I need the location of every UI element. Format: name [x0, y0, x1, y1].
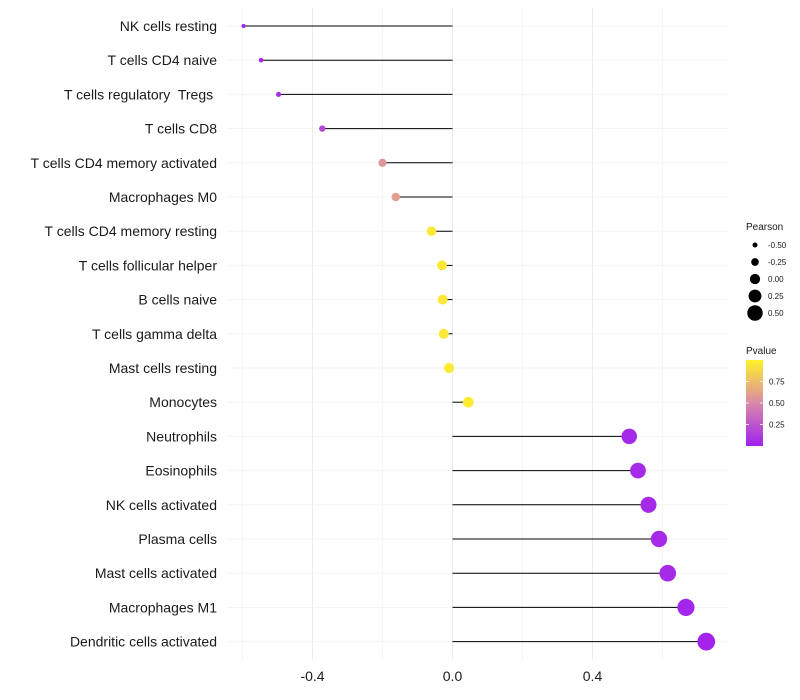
- category-label: Macrophages M0: [109, 189, 217, 205]
- category-label: Plasma cells: [138, 531, 217, 547]
- color-legend-title: Pvalue: [746, 346, 777, 357]
- size-legend-key: [748, 289, 762, 303]
- lollipop-point: [650, 530, 668, 548]
- lollipop-point: [630, 462, 646, 479]
- color-legend-label: 0.50: [769, 399, 785, 408]
- color-legend-bar: [746, 360, 763, 446]
- lollipop-point: [276, 91, 282, 97]
- category-label: Mast cells resting: [109, 360, 217, 376]
- category-label: T cells regulatory Tregs: [64, 86, 217, 102]
- lollipop-point: [378, 158, 387, 167]
- category-axis: NK cells resting T cells CD4 naive T cells…: [31, 18, 218, 650]
- category-label: Neutrophils: [146, 428, 217, 444]
- lollipop-point: [437, 294, 448, 305]
- lollipop-point: [426, 226, 437, 237]
- category-label: T cells CD8: [145, 121, 217, 137]
- legend: Pearson -0.50 -0.25 0.00 0.25 0.50 Pvalue 0.25 0…: [746, 222, 787, 446]
- x-tick-label: 0.4: [583, 668, 603, 684]
- lollipop-point: [640, 496, 657, 513]
- lollipop-point: [437, 260, 447, 271]
- category-label: T cells CD4 naive: [108, 52, 218, 68]
- point-layer: [241, 23, 716, 651]
- category-label: T cells follicular helper: [79, 257, 218, 273]
- lollipop-point: [391, 192, 401, 202]
- color-legend-label: 0.75: [769, 378, 785, 387]
- size-legend-label: -0.25: [768, 258, 787, 267]
- size-legend-key: [749, 273, 761, 285]
- grid-layer: [228, 8, 728, 660]
- category-label: NK cells activated: [106, 497, 217, 513]
- lollipop-point: [462, 396, 474, 408]
- category-label: Macrophages M1: [109, 599, 217, 615]
- lollipop-point: [697, 632, 716, 651]
- lollipop-point: [621, 428, 637, 445]
- category-label: Monocytes: [149, 394, 217, 410]
- size-legend-title: Pearson: [746, 222, 783, 233]
- size-legend-key: [752, 242, 758, 248]
- lollipop-point: [659, 564, 677, 582]
- x-tick-label: -0.4: [300, 668, 324, 684]
- category-label: T cells CD4 memory activated: [31, 155, 217, 171]
- lollipop-point: [677, 598, 695, 616]
- category-label: Dendritic cells activated: [70, 634, 217, 650]
- size-legend-label: -0.50: [768, 241, 787, 250]
- size-legend-key: [751, 258, 759, 266]
- x-tick-label: 0.0: [443, 668, 463, 684]
- x-axis: -0.4 0.0 0.4: [300, 668, 602, 684]
- lollipop-point: [241, 23, 246, 29]
- lollipop-point: [443, 362, 455, 374]
- category-label: T cells CD4 memory resting: [45, 223, 217, 239]
- color-legend-label: 0.25: [769, 421, 785, 430]
- size-legend-label: 0.50: [768, 309, 784, 318]
- category-label: NK cells resting: [120, 18, 217, 34]
- size-legend-label: 0.00: [768, 275, 784, 284]
- lollipop-point: [258, 57, 264, 63]
- lollipop-point: [438, 328, 449, 339]
- category-label: B cells naive: [138, 292, 217, 308]
- category-label: T cells gamma delta: [92, 326, 217, 342]
- lollipop-point: [319, 125, 326, 132]
- size-legend-label: 0.25: [768, 292, 784, 301]
- size-legend-key: [747, 305, 763, 321]
- category-label: Eosinophils: [145, 463, 217, 479]
- category-label: Mast cells activated: [95, 565, 217, 581]
